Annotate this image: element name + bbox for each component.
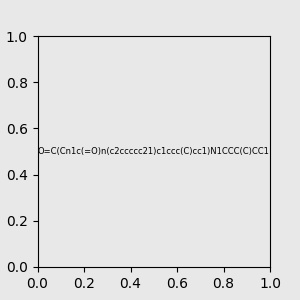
Text: O=C(Cn1c(=O)n(c2ccccc21)c1ccc(C)cc1)N1CCC(C)CC1: O=C(Cn1c(=O)n(c2ccccc21)c1ccc(C)cc1)N1CC… — [38, 147, 270, 156]
